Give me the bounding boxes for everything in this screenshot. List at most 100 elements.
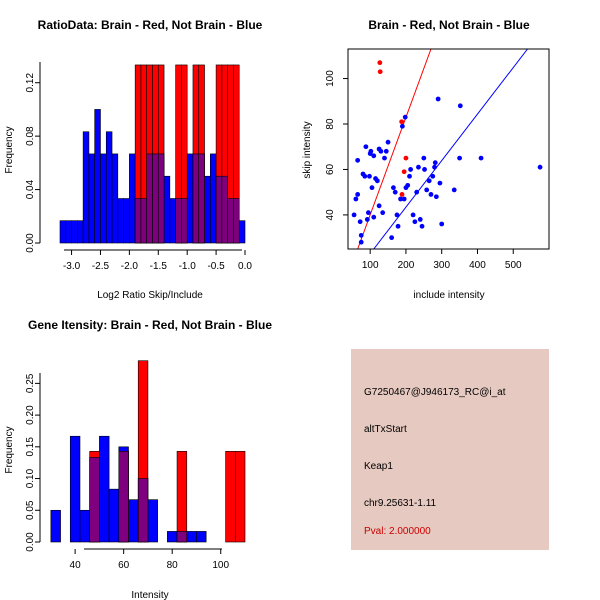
intensity-overlap-bar [176, 531, 188, 543]
ratio-overlap-bar [140, 198, 148, 244]
ratio-not-brain-bar [238, 220, 246, 244]
scatter-points [351, 60, 543, 245]
ratio-not-brain-bar [94, 109, 101, 244]
not-brain-point [402, 114, 408, 120]
intensity-not-brain-bar [50, 509, 61, 543]
scatter-x-axis-label: include intensity [413, 290, 484, 301]
scatter-y-tick-label: 60 [325, 163, 336, 175]
not-brain-point [432, 160, 438, 166]
not-brain-point [382, 155, 387, 161]
not-brain-point [353, 196, 359, 202]
not-brain-point [355, 192, 361, 197]
not-brain-point [432, 164, 437, 170]
not-brain-point [457, 155, 462, 161]
intensity-x-tick-label: 40 [70, 560, 82, 571]
intensity-x-tick-label: 100 [212, 560, 229, 571]
not-brain-point [374, 178, 380, 184]
not-brain-point [422, 167, 427, 172]
not-brain-point [380, 210, 386, 216]
ratio-not-brain-bar [210, 153, 217, 244]
not-brain-point [385, 139, 391, 145]
not-brain-point [410, 212, 416, 218]
not-brain-point [389, 235, 395, 241]
not-brain-point [371, 214, 377, 220]
intensity-y-tick-label: 0.25 [25, 373, 36, 393]
intensity-x-tick-label: 60 [118, 560, 130, 571]
not-brain-point [383, 148, 389, 154]
not-brain-point [414, 189, 420, 195]
intensity-overlap-bar [137, 478, 149, 543]
scatter-x-tick-label: 200 [398, 260, 415, 271]
intensity-not-brain-bar [99, 435, 110, 543]
intensity-brain-bar [225, 451, 236, 543]
ratio-y-tick-label: 0.12 [25, 73, 36, 93]
not-brain-point [358, 232, 364, 238]
not-brain-fit-line [373, 49, 528, 249]
not-brain-point [351, 212, 357, 218]
intensity-overlap-bar [89, 457, 100, 543]
intensity-y-tick-label: 0.20 [25, 405, 36, 425]
intensity-y-tick-label: 0.05 [25, 500, 36, 520]
not-brain-point [376, 203, 382, 209]
ratio-not-brain-bar [65, 220, 72, 244]
not-brain-point [478, 155, 484, 161]
not-brain-point [417, 217, 423, 222]
ratio-overlap-bar [181, 198, 188, 244]
not-brain-point [394, 212, 400, 218]
ratio-overlap-bar [221, 175, 228, 244]
ratio-overlap-bar [227, 198, 234, 244]
ratio-y-tick-label: 0.08 [25, 126, 36, 146]
ratio-overlap-bar [146, 153, 153, 244]
brain-fit-line [357, 49, 432, 249]
ratio-not-brain-bar [169, 198, 176, 244]
intensity-overlap-bar [118, 451, 129, 543]
brain-point [399, 119, 405, 125]
ratio-overlap-bar [152, 153, 159, 244]
ratio-x-tick-label: -3.0 [63, 261, 81, 272]
location-text: chr9.25631-1.11 [364, 498, 437, 509]
intensity-y-tick-label: 0.10 [25, 468, 36, 488]
brain-point [399, 192, 405, 197]
not-brain-point [378, 148, 384, 154]
ratio-not-brain-bar [88, 153, 95, 244]
not-brain-point [407, 173, 412, 179]
not-brain-point [416, 164, 421, 170]
intensity-y-axis-label: Frequency [4, 426, 15, 473]
scatter-x-tick-label: 400 [469, 260, 486, 271]
not-brain-point [391, 185, 396, 191]
not-brain-point [355, 157, 361, 163]
not-brain-point [405, 182, 411, 188]
intensity-histogram-bars [50, 360, 246, 543]
ratio-y-axis-label: Frequency [4, 126, 15, 173]
brain-point [377, 60, 383, 66]
ratio-not-brain-bar [111, 153, 119, 244]
not-brain-point [428, 192, 434, 197]
ratio-histogram-title: RatioData: Brain - Red, Not Brain - Blue [38, 18, 263, 32]
ratio-overlap-bar [134, 198, 142, 244]
ratio-not-brain-bar [117, 198, 124, 244]
intensity-not-brain-bar [79, 509, 90, 543]
ratio-y-tick-label: 0.04 [25, 179, 36, 199]
not-brain-point [537, 164, 543, 170]
ratio-not-brain-bar [82, 131, 90, 244]
intensity-not-brain-bar [196, 531, 207, 543]
ratio-x-tick-label: -1.0 [179, 261, 197, 272]
ratio-x-tick-label: 0.0 [238, 261, 252, 272]
not-brain-point [368, 148, 374, 154]
not-brain-point [401, 196, 407, 202]
scatter-y-tick-label: 40 [325, 209, 336, 221]
ratio-not-brain-bar [100, 153, 107, 244]
not-brain-point [430, 173, 436, 179]
ratio-not-brain-bar [105, 131, 113, 244]
not-brain-point [437, 180, 443, 186]
intensity-not-brain-bar [186, 531, 197, 543]
not-brain-point [399, 123, 405, 129]
intensity-brain-bar [234, 451, 246, 543]
ratio-y-tick-label: 0.00 [25, 233, 36, 253]
ratio-x-tick-label: -0.5 [207, 261, 225, 272]
ratio-x-tick-label: -1.5 [150, 261, 168, 272]
not-brain-point [357, 219, 363, 225]
not-brain-point [365, 210, 371, 216]
scatter-plot-frame [347, 48, 550, 250]
intensity-x-axis-label: Intensity [131, 590, 168, 600]
